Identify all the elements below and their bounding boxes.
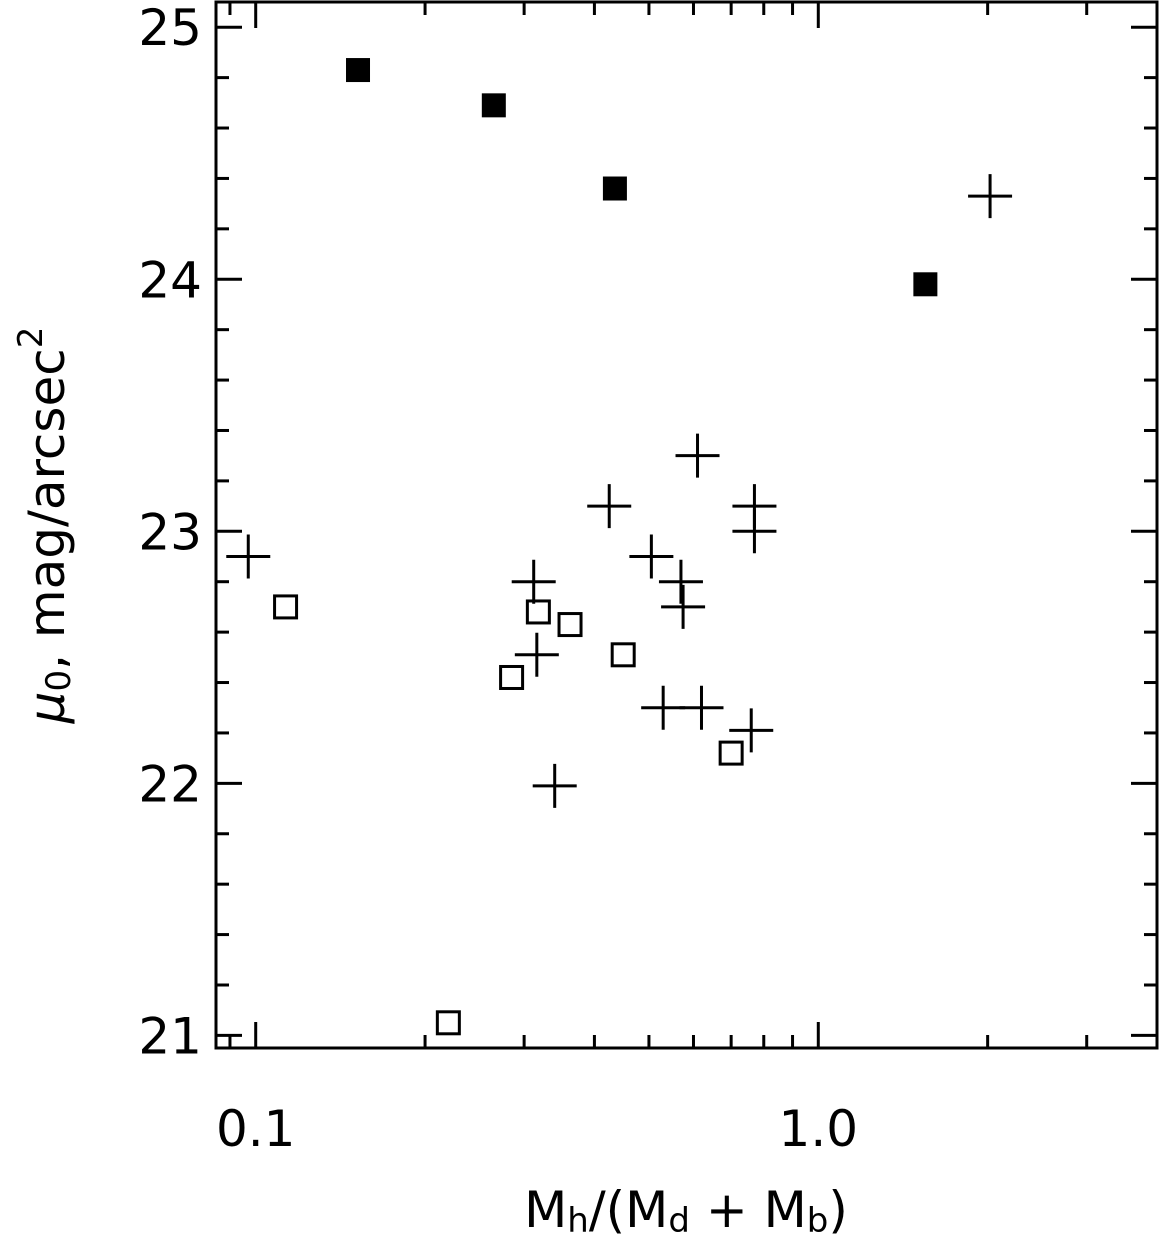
plus-point bbox=[532, 763, 577, 808]
open-square-point bbox=[557, 612, 583, 638]
plot-frame bbox=[214, 0, 1159, 1050]
y-axis-label: μ0, mag/arcsec2 bbox=[11, 327, 79, 725]
open-square-point bbox=[273, 594, 299, 620]
plus-point bbox=[675, 433, 720, 478]
filled-square-point bbox=[481, 93, 506, 118]
plus-point bbox=[968, 174, 1013, 219]
plus-point bbox=[629, 534, 674, 579]
plus-point bbox=[226, 534, 271, 579]
open-square-point bbox=[525, 599, 551, 625]
x-axis-ticks: 0.1 1.0 bbox=[216, 2, 1159, 1158]
y-tick-label: 24 bbox=[138, 251, 202, 309]
filled-square-point bbox=[913, 272, 938, 297]
x-tick-label: 1.0 bbox=[779, 1100, 859, 1158]
y-tick-label: 23 bbox=[138, 503, 202, 561]
y-tick-label: 22 bbox=[138, 755, 202, 813]
plus-point bbox=[658, 559, 703, 604]
plus-point bbox=[511, 559, 556, 604]
plus-point bbox=[661, 584, 706, 629]
plus-point bbox=[732, 509, 777, 554]
filled-square-point bbox=[346, 58, 371, 83]
plus-point bbox=[641, 685, 686, 730]
plus-point bbox=[679, 685, 724, 730]
open-square-point bbox=[718, 740, 744, 766]
y-tick-label: 21 bbox=[138, 1007, 202, 1065]
y-axis-ticks: 21 22 23 24 25 bbox=[138, 0, 1157, 1065]
open-square-point bbox=[435, 1010, 461, 1036]
plus-point bbox=[587, 484, 632, 529]
filled-square-point bbox=[602, 176, 627, 201]
y-tick-label: 25 bbox=[138, 0, 202, 57]
x-tick-label: 0.1 bbox=[216, 1100, 296, 1158]
x-axis-label: Mh/(Md + Mb) bbox=[524, 1181, 848, 1241]
open-square-point bbox=[499, 664, 525, 690]
plus-point bbox=[729, 708, 774, 753]
open-square-point bbox=[610, 642, 636, 668]
plus-point bbox=[514, 632, 559, 677]
data-markers bbox=[226, 58, 1013, 1036]
